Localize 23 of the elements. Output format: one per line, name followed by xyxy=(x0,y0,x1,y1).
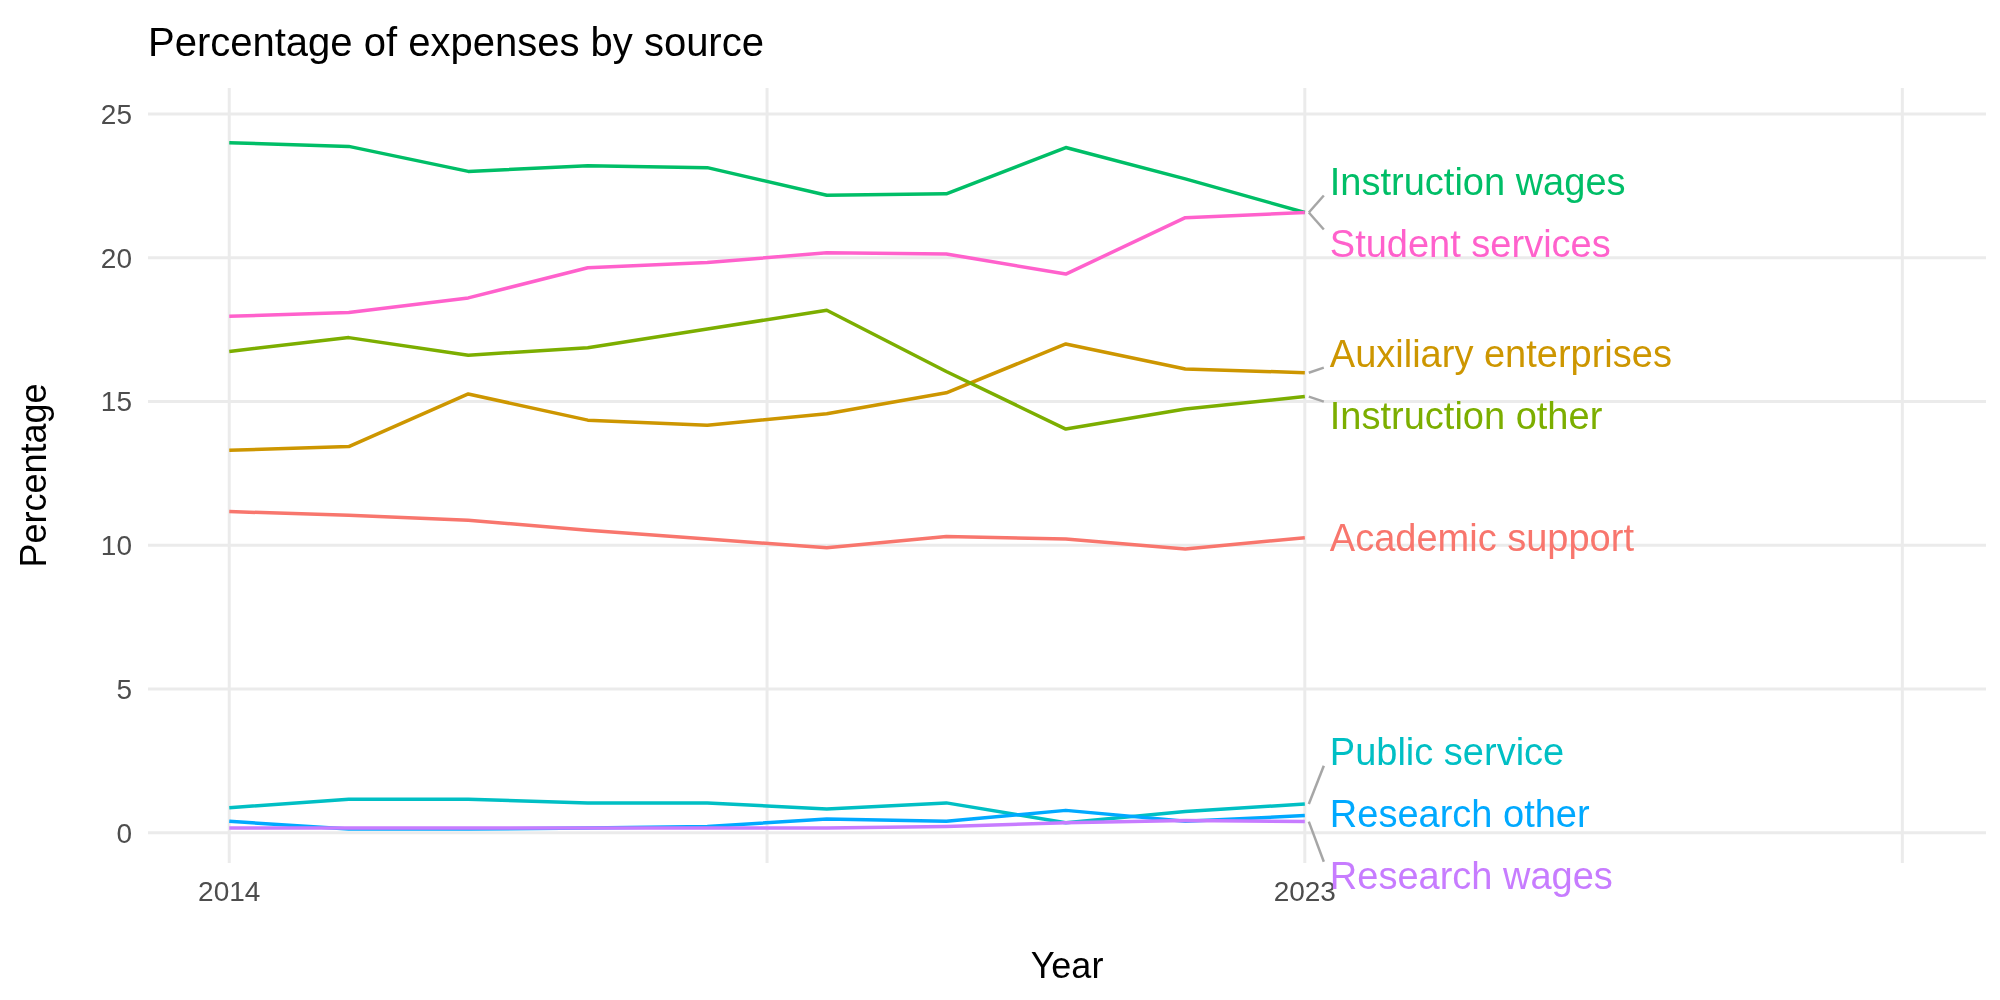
line-series xyxy=(227,342,1307,453)
line-series xyxy=(227,797,1307,825)
series-label: Student services xyxy=(1329,222,1611,265)
series-label: Instruction wages xyxy=(1329,160,1626,203)
x-tick-label: 2014 xyxy=(198,875,261,907)
line-series xyxy=(227,308,1307,431)
y-axis-title: Percentage xyxy=(12,383,54,568)
y-tick-label: 5 xyxy=(116,673,132,705)
chart-title: Percentage of expenses by source xyxy=(148,20,764,65)
y-tick-label: 25 xyxy=(100,98,132,130)
x-axis-title: Year xyxy=(1030,945,1104,986)
line-series xyxy=(227,210,1307,319)
y-tick-label: 0 xyxy=(116,817,132,849)
line-series xyxy=(227,509,1307,551)
series-label: Research other xyxy=(1329,793,1590,836)
line-series xyxy=(227,818,1307,830)
series-label: Auxiliary enterprises xyxy=(1329,332,1672,375)
series-label: Academic support xyxy=(1329,517,1635,560)
y-tick-label: 20 xyxy=(100,242,132,274)
y-tick-label: 10 xyxy=(100,530,132,562)
series-label: Instruction other xyxy=(1329,394,1603,437)
series-label: Public service xyxy=(1329,731,1565,774)
y-tick-label: 15 xyxy=(100,386,132,418)
